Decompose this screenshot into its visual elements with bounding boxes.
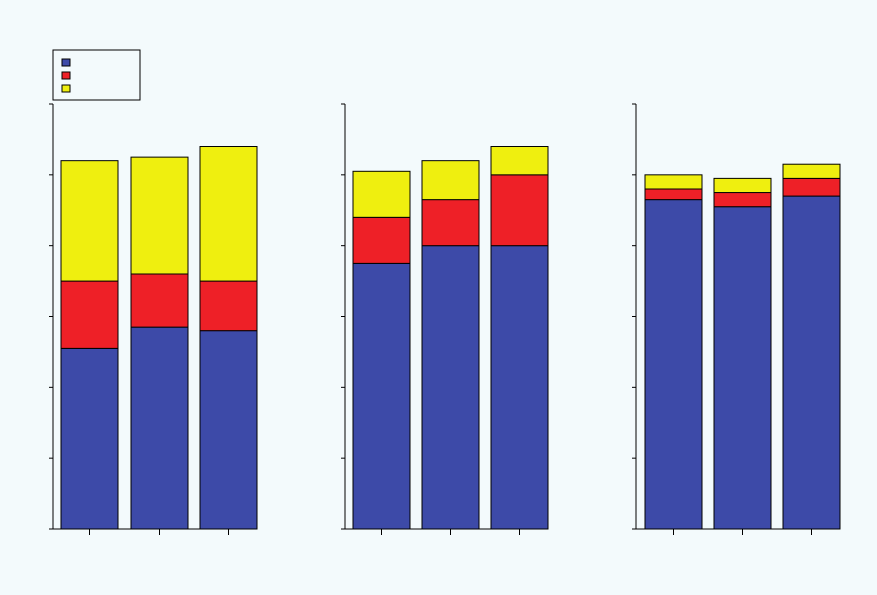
bar-segment-panel1-bar2-series3 <box>130 156 189 275</box>
bar-segment-panel3-bar1-series2 <box>644 188 703 201</box>
bar-segment-panel2-bar2-series1 <box>421 245 480 530</box>
bar-segment-panel1-bar2-series1 <box>130 326 189 530</box>
legend-swatch-2 <box>61 71 71 80</box>
chart-panel-1 <box>49 103 258 535</box>
bar-segment-panel1-bar2-series2 <box>130 273 189 328</box>
bar-segment-panel3-bar1-series3 <box>644 174 703 190</box>
bar-segment-panel2-bar3-series3 <box>490 146 549 176</box>
chart-panels <box>49 103 841 535</box>
bar-segment-panel1-bar1-series2 <box>60 280 119 349</box>
bar-segment-panel2-bar3-series1 <box>490 245 549 530</box>
chart-panel-3 <box>632 103 841 535</box>
bar-segment-panel1-bar3-series1 <box>199 330 258 530</box>
bar-segment-panel2-bar1-series2 <box>352 216 411 264</box>
bar-segment-panel3-bar3-series2 <box>782 177 841 197</box>
bar-segment-panel2-bar1-series3 <box>352 170 411 218</box>
bar-segment-panel3-bar2-series1 <box>713 206 772 530</box>
bar-segment-panel2-bar2-series3 <box>421 160 480 201</box>
bar-segment-panel2-bar3-series2 <box>490 174 549 247</box>
legend-swatch-1 <box>61 58 71 67</box>
bar-segment-panel3-bar3-series3 <box>782 163 841 179</box>
legend <box>52 49 141 101</box>
bar-segment-panel1-bar1-series1 <box>60 347 119 530</box>
bar-segment-panel2-bar2-series2 <box>421 199 480 247</box>
bar-segment-panel3-bar2-series3 <box>713 177 772 194</box>
bar-segment-panel3-bar1-series1 <box>644 199 703 530</box>
legend-swatch-3 <box>61 84 71 93</box>
bar-segment-panel1-bar3-series3 <box>199 146 258 282</box>
bar-segment-panel1-bar1-series3 <box>60 160 119 282</box>
bar-segment-panel3-bar2-series2 <box>713 192 772 208</box>
bar-segment-panel2-bar1-series1 <box>352 262 411 530</box>
legend-items <box>61 58 71 93</box>
bar-segment-panel1-bar3-series2 <box>199 280 258 332</box>
bar-segment-panel3-bar3-series1 <box>782 195 841 530</box>
chart-panel-2 <box>341 103 549 535</box>
